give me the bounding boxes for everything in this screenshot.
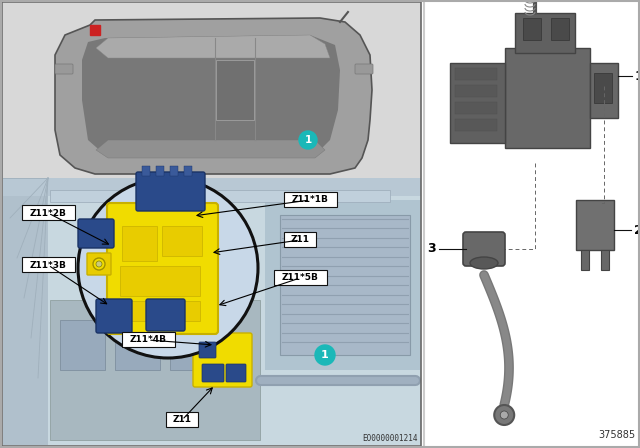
Bar <box>523 18 541 40</box>
Circle shape <box>78 178 258 358</box>
Polygon shape <box>96 140 325 158</box>
Bar <box>601 250 609 270</box>
Text: 2: 2 <box>634 224 640 237</box>
Text: Z11*2B: Z11*2B <box>29 208 67 217</box>
Circle shape <box>494 405 514 425</box>
Bar <box>455 102 497 114</box>
Text: Z11*3B: Z11*3B <box>29 260 67 270</box>
Bar <box>120 266 200 296</box>
Bar <box>425 0 640 448</box>
FancyBboxPatch shape <box>166 413 198 427</box>
Bar <box>170 166 178 176</box>
FancyBboxPatch shape <box>202 364 224 382</box>
FancyBboxPatch shape <box>199 342 216 358</box>
Circle shape <box>96 261 102 267</box>
Bar <box>142 166 150 176</box>
FancyBboxPatch shape <box>96 299 132 333</box>
Bar <box>450 63 505 143</box>
Ellipse shape <box>470 257 498 269</box>
Bar <box>115 320 160 370</box>
FancyBboxPatch shape <box>107 203 218 334</box>
Polygon shape <box>55 18 372 174</box>
Bar <box>156 166 164 176</box>
Circle shape <box>93 258 105 270</box>
FancyBboxPatch shape <box>463 232 505 266</box>
Text: Z11: Z11 <box>291 236 310 245</box>
Text: EO0000001214: EO0000001214 <box>362 434 418 443</box>
Bar <box>515 13 575 53</box>
Polygon shape <box>90 25 100 35</box>
Text: Z11*4B: Z11*4B <box>129 336 166 345</box>
Text: 1: 1 <box>305 135 312 145</box>
Bar <box>551 18 569 40</box>
Bar <box>50 190 390 202</box>
Bar <box>581 250 589 270</box>
FancyBboxPatch shape <box>3 178 48 445</box>
Text: 3: 3 <box>428 242 436 255</box>
FancyBboxPatch shape <box>87 253 111 275</box>
Bar <box>162 226 202 256</box>
FancyBboxPatch shape <box>22 206 74 220</box>
FancyBboxPatch shape <box>146 299 185 331</box>
FancyBboxPatch shape <box>273 271 326 285</box>
Polygon shape <box>82 35 340 155</box>
FancyBboxPatch shape <box>78 219 114 248</box>
Text: Z11*1B: Z11*1B <box>292 195 328 204</box>
Bar <box>120 301 200 321</box>
FancyBboxPatch shape <box>226 364 246 382</box>
Text: Z11*5B: Z11*5B <box>282 273 319 283</box>
Bar <box>265 200 420 370</box>
Bar <box>3 178 421 196</box>
Bar <box>3 178 421 445</box>
Circle shape <box>315 345 335 365</box>
Bar <box>576 200 614 250</box>
Circle shape <box>500 411 508 419</box>
Bar <box>50 300 260 440</box>
Text: Z11: Z11 <box>173 415 191 425</box>
Bar <box>60 320 105 370</box>
Bar <box>184 166 192 176</box>
Bar <box>170 320 215 370</box>
FancyBboxPatch shape <box>22 258 74 272</box>
FancyBboxPatch shape <box>284 193 337 207</box>
FancyBboxPatch shape <box>122 332 175 348</box>
Bar <box>455 119 497 131</box>
FancyBboxPatch shape <box>355 64 373 74</box>
Bar <box>216 60 254 120</box>
Text: 1: 1 <box>635 69 640 82</box>
Polygon shape <box>96 35 330 58</box>
Bar <box>280 215 410 355</box>
Bar <box>455 68 497 80</box>
FancyBboxPatch shape <box>284 233 316 247</box>
Circle shape <box>299 131 317 149</box>
Bar <box>594 73 612 103</box>
Bar <box>3 3 421 178</box>
FancyBboxPatch shape <box>136 172 205 211</box>
Text: 375885: 375885 <box>598 430 635 440</box>
Bar <box>455 85 497 97</box>
Bar <box>590 63 618 118</box>
FancyBboxPatch shape <box>55 64 73 74</box>
FancyBboxPatch shape <box>193 333 252 387</box>
Bar <box>122 226 157 261</box>
Bar <box>505 48 590 148</box>
Text: 1: 1 <box>321 350 329 360</box>
